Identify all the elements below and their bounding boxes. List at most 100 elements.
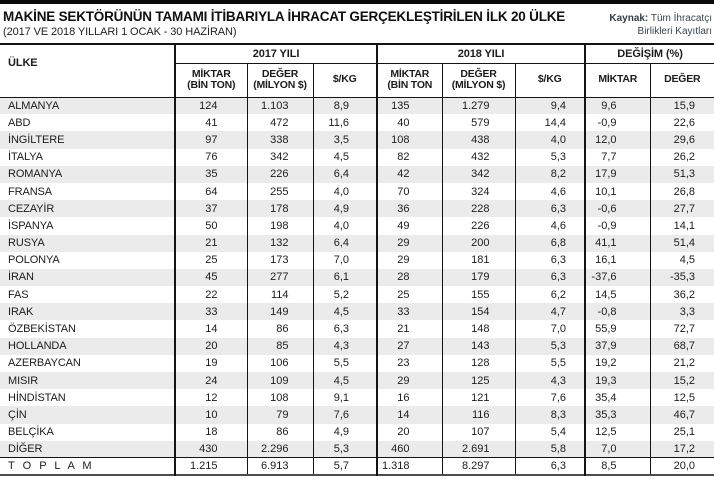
table-row: RUSYA 21 132 6,4 29 200 6,8 41,1 51,4 (0, 234, 714, 252)
value-cell: 82 (376, 148, 442, 166)
table-row: HOLLANDA 20 85 4,3 27 143 5,3 37,9 68,7 (0, 337, 714, 355)
country-cell: ALMANYA (8, 99, 60, 112)
value-cell: 7,0 (514, 320, 585, 338)
country-cell: T O P L A M (0, 457, 175, 476)
value-cell: 6,3 (514, 200, 585, 218)
country-cell: HİNDİSTAN (8, 391, 66, 404)
value-cell: 108 (246, 389, 313, 407)
value-cell: 35,4 (584, 389, 650, 407)
value-cell: 432 (441, 148, 515, 166)
value-cell: 5,4 (514, 423, 585, 441)
country-cell: DİĞER (8, 443, 43, 456)
value-cell: 14 (174, 320, 247, 338)
col-header-change-deger: DEĞER (649, 63, 714, 98)
value-cell: 29 (376, 372, 442, 390)
country-cell: ÖZBEKİSTAN (8, 323, 76, 336)
value-cell: 37 (174, 200, 247, 218)
country-cell: FRANSA (8, 185, 53, 198)
value-cell: 106 (246, 354, 313, 372)
value-cell: 3,3 (649, 303, 714, 321)
value-cell: 21 (376, 320, 442, 338)
value-cell: 4,5 (312, 148, 377, 166)
value-cell: 51,4 (649, 234, 714, 252)
value-cell: 6,3 (514, 457, 585, 476)
col-header-line: $/KG (332, 73, 357, 86)
value-cell: 12 (174, 389, 247, 407)
value-cell: 128 (441, 354, 515, 372)
value-cell: 125 (441, 372, 515, 390)
table-row: FAS 22 114 5,2 25 155 6,2 14,5 36,2 (0, 286, 714, 304)
value-cell: 14,4 (514, 114, 585, 132)
value-cell: 226 (441, 217, 515, 235)
value-cell: 4,0 (312, 182, 377, 201)
source-line-1: Kaynak: Tüm İhracatçı (609, 13, 712, 26)
value-cell: -0,9 (584, 217, 650, 235)
table-row: İTALYA 76 342 4,5 82 432 5,3 7,7 26,2 (0, 148, 714, 166)
table-header-block: MAKİNE SEKTÖRÜNÜN TAMAMI İTİBARIYLA İHRA… (0, 4, 714, 43)
value-cell: 35 (174, 165, 247, 183)
value-cell: 7,6 (514, 389, 585, 407)
col-header-line: (MİLYON $) (451, 79, 506, 91)
value-cell: 55,9 (584, 320, 650, 338)
value-cell: 41 (174, 114, 247, 132)
value-cell: 76 (174, 148, 247, 166)
col-header-2018-deger: DEĞER (MİLYON $) (441, 63, 515, 98)
table-row: HİNDİSTAN 12 108 9,1 16 121 7,6 35,4 12,5 (0, 389, 714, 407)
value-cell: 6,4 (312, 234, 377, 252)
value-cell: 16 (376, 389, 442, 407)
table-row: POLONYA 25 173 7,0 29 181 6,3 16,1 4,5 (0, 251, 714, 269)
value-cell: 35,3 (584, 406, 650, 424)
value-cell: 5,5 (514, 354, 585, 372)
value-cell: 37,9 (584, 337, 650, 355)
value-cell: 430 (174, 440, 247, 458)
value-cell: 7,7 (584, 148, 650, 166)
table-row: ALMANYA 124 1.103 8,9 135 1.279 9,4 9,6 15,9 (0, 97, 714, 115)
value-cell: 14,1 (649, 217, 714, 235)
value-cell: 4,9 (312, 423, 377, 441)
value-cell: 40 (376, 114, 442, 132)
country-cell: ABD (8, 116, 31, 129)
value-cell: 5,3 (514, 148, 585, 166)
col-header-line: (MİLYON $) (253, 79, 307, 91)
country-cell: BELÇİKA (8, 426, 54, 439)
value-cell: 5,8 (514, 440, 585, 458)
value-cell: 7,0 (584, 440, 650, 458)
value-cell: 25 (376, 286, 442, 304)
value-cell: 4,3 (312, 337, 377, 355)
value-cell: 36 (376, 200, 442, 218)
value-cell: 5,2 (312, 286, 377, 304)
value-cell: 1.215 (174, 457, 247, 476)
value-cell: 198 (246, 217, 313, 235)
col-header-line: MİKTAR (598, 73, 638, 86)
value-cell: 7,6 (312, 406, 377, 424)
country-column-header: ÜLKE (0, 44, 175, 98)
col-header-line: (BİN TON (387, 79, 433, 91)
country-cell: İSPANYA (8, 219, 54, 232)
value-cell: 16,1 (584, 251, 650, 269)
page-subtitle: (2017 VE 2018 YILLARI 1 OCAK - 30 HAZİRA… (3, 26, 237, 38)
value-cell: 19,2 (584, 354, 650, 372)
value-cell: 45 (174, 268, 247, 287)
value-cell: 25,1 (649, 423, 714, 441)
value-cell: 41,1 (584, 234, 650, 252)
value-cell: 4,5 (312, 303, 377, 321)
value-cell: 7,0 (312, 251, 377, 269)
value-cell: 472 (246, 114, 313, 132)
col-header-line: DEĞER (460, 67, 497, 80)
value-cell: 21 (174, 234, 247, 252)
value-cell: 6,2 (514, 286, 585, 304)
value-cell: 1.318 (376, 457, 442, 476)
country-cell: İNGİLTERE (8, 133, 65, 146)
total-row: T O P L A M 1.215 6.913 5,7 1.318 8.297 6,3 8,5… (0, 457, 714, 476)
col-header-line: DEĞER (261, 67, 299, 80)
value-cell: 200 (441, 234, 515, 252)
table-row: FRANSA 64 255 4,0 70 324 4,6 10,1 26,8 (0, 182, 714, 201)
table-row: İNGİLTERE 97 338 3,5 108 438 4,0 12,0 29,6 (0, 131, 714, 149)
group-header-2017: 2017 YILI (174, 44, 377, 64)
value-cell: 2.691 (441, 440, 515, 458)
value-cell: 6,3 (312, 320, 377, 338)
value-cell: 148 (441, 320, 515, 338)
value-cell: 143 (441, 337, 515, 355)
value-cell: 85 (246, 337, 313, 355)
